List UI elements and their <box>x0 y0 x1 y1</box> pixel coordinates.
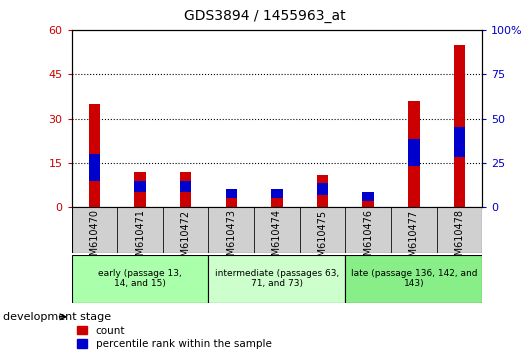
Text: GSM610476: GSM610476 <box>363 210 373 268</box>
Bar <box>180 172 191 207</box>
Bar <box>317 183 328 195</box>
Bar <box>363 192 374 201</box>
Text: GSM610477: GSM610477 <box>409 210 419 269</box>
Text: late (passage 136, 142, and
143): late (passage 136, 142, and 143) <box>350 269 477 289</box>
Text: GSM610473: GSM610473 <box>226 210 236 268</box>
Bar <box>271 189 282 207</box>
Bar <box>391 207 437 253</box>
Bar <box>208 255 346 303</box>
Text: GSM610478: GSM610478 <box>455 210 464 268</box>
Bar <box>254 207 300 253</box>
Text: intermediate (passages 63,
71, and 73): intermediate (passages 63, 71, and 73) <box>215 269 339 289</box>
Bar <box>180 181 191 192</box>
Bar <box>117 207 163 253</box>
Bar <box>72 207 117 253</box>
Bar <box>300 207 346 253</box>
Bar <box>454 127 465 157</box>
Bar <box>437 207 482 253</box>
Bar <box>271 189 282 198</box>
Bar <box>408 101 420 207</box>
Bar <box>346 255 482 303</box>
Bar <box>134 181 146 192</box>
Bar <box>226 189 237 207</box>
Bar <box>89 154 100 181</box>
Text: GSM610471: GSM610471 <box>135 210 145 268</box>
Bar <box>163 207 208 253</box>
Text: GDS3894 / 1455963_at: GDS3894 / 1455963_at <box>184 9 346 23</box>
Text: GSM610470: GSM610470 <box>90 210 99 268</box>
Text: GSM610472: GSM610472 <box>181 210 191 269</box>
Bar <box>408 139 420 166</box>
Bar <box>72 255 208 303</box>
Bar <box>208 207 254 253</box>
Bar <box>317 175 328 207</box>
Legend: count, percentile rank within the sample: count, percentile rank within the sample <box>77 326 271 349</box>
Bar <box>454 45 465 207</box>
Bar <box>134 172 146 207</box>
Bar <box>226 189 237 198</box>
Bar <box>346 207 391 253</box>
Bar <box>89 104 100 207</box>
Text: early (passage 13,
14, and 15): early (passage 13, 14, and 15) <box>98 269 182 289</box>
Text: development stage: development stage <box>3 312 111 322</box>
Text: GSM610474: GSM610474 <box>272 210 282 268</box>
Text: GSM610475: GSM610475 <box>317 210 328 269</box>
Bar <box>363 192 374 207</box>
